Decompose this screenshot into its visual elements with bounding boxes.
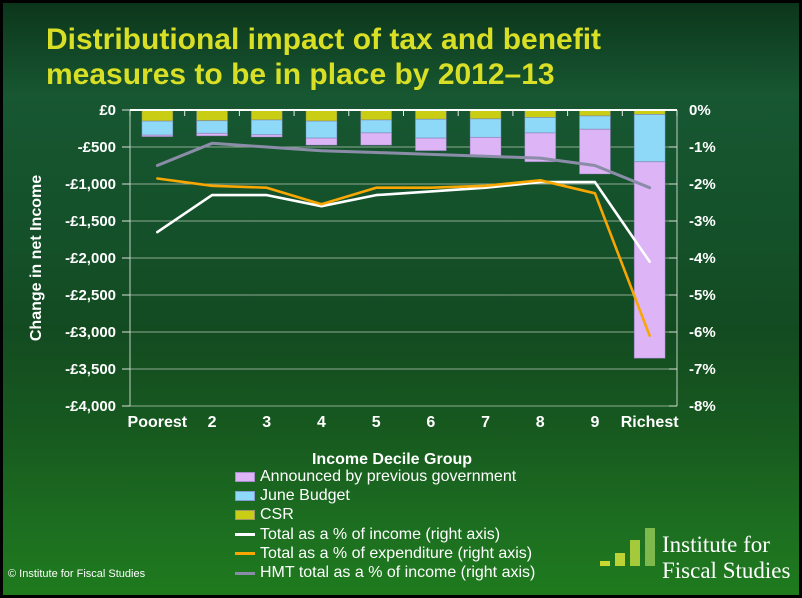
x-axis-category-label: 9 (590, 414, 599, 431)
left-axis-tick-label: £0 (99, 102, 116, 119)
left-axis-tick-label: -£2,000 (65, 250, 116, 267)
left-axis-tick-label: -£3,000 (65, 324, 116, 341)
x-axis-category-label: 4 (317, 414, 326, 431)
bar-segment (469, 109, 502, 120)
right-axis-tick-label: -4% (689, 250, 716, 267)
bar-segment (633, 114, 666, 163)
ifs-logo-text: Institute for Fiscal Studies (662, 532, 790, 584)
right-axis-tick-label: -6% (689, 324, 716, 341)
right-axis-tick-label: -2% (689, 176, 716, 193)
page-title-line1: Distributional impact of tax and benefit (46, 23, 602, 56)
line-series (155, 141, 652, 337)
left-axis-tick-label: -£2,500 (65, 287, 116, 304)
bar-segment (524, 116, 557, 134)
legend-swatch-total-pct-income (235, 533, 255, 537)
bar-segment (305, 109, 338, 122)
ifs-logo-line1: Institute for (662, 532, 770, 557)
ifs-logo-bar (630, 540, 640, 566)
bar-segment (579, 115, 611, 130)
bar-segment (141, 120, 174, 136)
bar-segment (250, 134, 283, 138)
bar-segment (360, 119, 393, 134)
gridlines (130, 146, 677, 407)
bar-segment (196, 132, 228, 137)
bar-segment (414, 137, 447, 152)
right-axis-tick-label: -1% (689, 139, 716, 156)
legend-label: CSR (260, 506, 294, 524)
page-title: Distributional impact of tax and benefit… (46, 22, 756, 92)
left-axis-tick-label: -£1,000 (65, 176, 116, 193)
x-axis-category-label: 2 (208, 414, 217, 431)
legend-label: June Budget (260, 486, 350, 504)
bar-segment (360, 132, 393, 146)
ifs-logo-bar (600, 561, 610, 566)
bar-segment (524, 109, 557, 118)
bar-segment (469, 118, 502, 138)
right-axis-tick-label: 0% (689, 102, 711, 119)
legend-swatch-previous-government (235, 471, 255, 482)
legend-label: Total as a % of expenditure (right axis) (260, 544, 533, 562)
zero-line (129, 109, 678, 116)
x-axis-category-label: Richest (621, 414, 679, 431)
x-axis-category-label: Poorest (128, 414, 188, 431)
legend-item-june-budget: June Budget (235, 486, 535, 505)
x-axis-category-label: 7 (481, 414, 490, 431)
chart-svg: £0 -£500 -£1,000 -£1,500 -£2,000 -£2,500 -£3,0… (65, 102, 716, 431)
ifs-logo-line2: Fiscal Studies (662, 558, 791, 583)
bar-segment (141, 134, 174, 138)
legend-item-total-pct-expenditure: Total as a % of expenditure (right axis) (235, 544, 535, 563)
bar-segment (633, 161, 666, 359)
ifs-logo-bar (645, 528, 655, 566)
axis-labels: £0 -£500 -£1,000 -£1,500 -£2,000 -£2,500 -£3,0… (65, 102, 716, 431)
right-axis-tick-label: -7% (689, 361, 716, 378)
ifs-logo-bar (615, 553, 625, 566)
legend-label: HMT total as a % of income (right axis) (260, 564, 536, 582)
legend-label: Announced by previous government (260, 467, 517, 485)
line-hmt-total-as-a-of-income-right-axis- (155, 141, 652, 190)
bar-segment (579, 128, 611, 175)
legend-swatch-total-pct-expenditure (235, 552, 255, 556)
copyright-text: © Institute for Fiscal Studies (8, 568, 146, 580)
legend-swatch-hmt-total (235, 571, 255, 575)
legend-swatch-june-budget (235, 490, 255, 501)
legend-label: Total as a % of income (right axis) (260, 525, 501, 543)
chart: £0 -£500 -£1,000 -£1,500 -£2,000 -£2,500 -£3,0… (0, 95, 802, 440)
line-total-as-a-of-income-right-axis- (156, 180, 651, 263)
legend-item-previous-government: Announced by previous government (235, 467, 535, 486)
page-title-line2: measures to be in place by 2012–13 (46, 58, 555, 91)
x-axis-category-label: 5 (372, 414, 381, 431)
bar-segment (360, 109, 393, 121)
bar-segment (250, 119, 283, 136)
right-axis-tick-label: -3% (689, 213, 716, 230)
bar-segment (305, 120, 338, 139)
x-axis-category-label: 3 (262, 414, 271, 431)
legend-swatch-csr (235, 510, 255, 521)
bar-segment (305, 137, 338, 146)
bar-segment (196, 109, 228, 122)
left-axis-tick-label: -£4,000 (65, 398, 116, 415)
bar-segment (414, 109, 447, 120)
left-axis-tick-label: -£500 (78, 139, 116, 156)
left-axis-tick-label: -£3,500 (65, 361, 116, 378)
legend: Announced by previous government June Bu… (235, 467, 535, 583)
bars (141, 109, 666, 359)
x-axis-category-label: 6 (426, 414, 435, 431)
bar-segment (141, 109, 174, 122)
bar-segment (414, 118, 447, 139)
x-axis-category-label: 8 (536, 414, 545, 431)
legend-item-total-pct-income: Total as a % of income (right axis) (235, 525, 535, 544)
line-total-as-a-of-expenditure-right-axis- (156, 177, 651, 337)
left-axis-tick-label: -£1,500 (65, 213, 116, 230)
right-axis-tick-label: -8% (689, 398, 716, 415)
x-axis-title: Income Decile Group (311, 451, 473, 468)
legend-item-csr: CSR (235, 506, 535, 525)
legend-item-hmt-total: HMT total as a % of income (right axis) (235, 563, 535, 582)
ifs-logo: Institute for Fiscal Studies (596, 510, 798, 594)
bar-segment (250, 109, 283, 121)
bar-segment (469, 136, 502, 157)
bar-segment (196, 120, 228, 134)
ifs-logo-bars-icon (600, 528, 655, 566)
right-axis-tick-label: -5% (689, 287, 716, 304)
